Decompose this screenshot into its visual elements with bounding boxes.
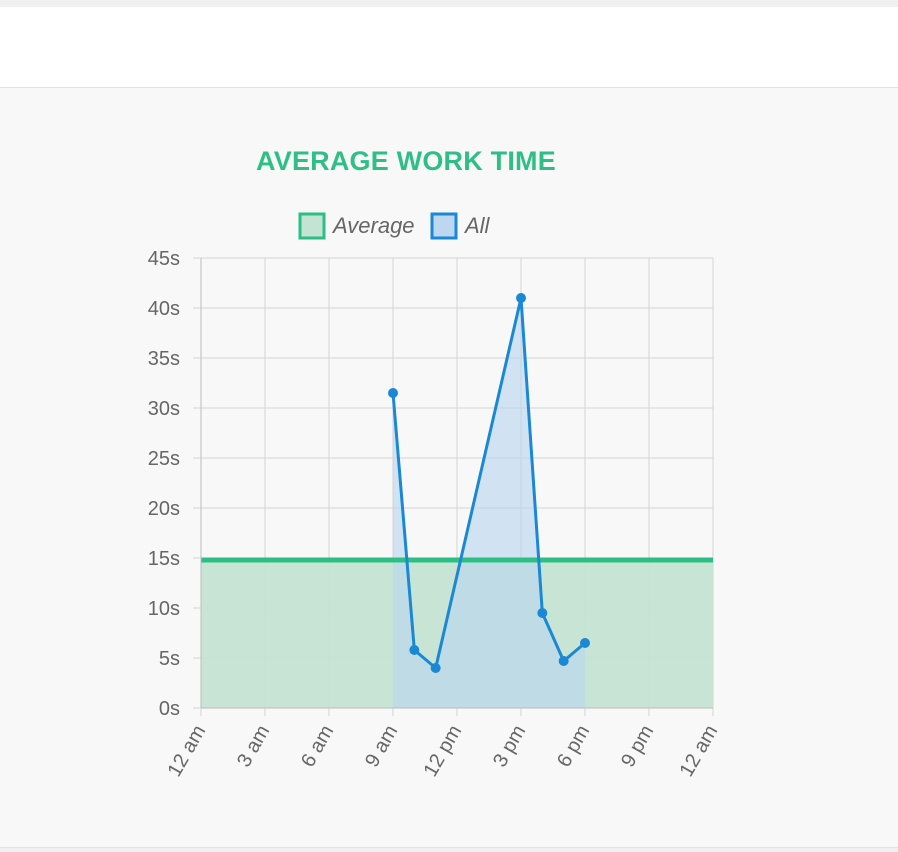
all-data-point <box>388 388 398 398</box>
series-lines <box>201 293 713 673</box>
legend-label-all: All <box>463 213 491 238</box>
x-tick-label: 12 pm <box>419 722 466 781</box>
y-tick-label: 30s <box>148 398 180 420</box>
all-data-point <box>516 293 526 303</box>
x-tick-label: 9 am <box>361 722 402 772</box>
top-bar <box>0 0 898 88</box>
y-tick-label: 10s <box>148 598 180 620</box>
x-tick-label: 3 pm <box>489 722 530 772</box>
series-areas <box>201 298 713 708</box>
y-tick-label: 40s <box>148 298 180 320</box>
y-tick-label: 25s <box>148 448 180 470</box>
chart-title: AVERAGE WORK TIME <box>256 146 556 176</box>
x-tick-label: 3 am <box>233 722 274 772</box>
x-tick-label: 6 am <box>297 722 338 772</box>
all-area <box>393 298 585 708</box>
x-tick-label: 9 pm <box>617 722 658 772</box>
all-data-point <box>430 663 441 673</box>
all-data-point <box>409 645 420 655</box>
y-tick-label: 5s <box>159 648 180 670</box>
all-data-point <box>558 656 569 666</box>
legend-swatch-all <box>430 212 458 240</box>
y-tick-label: 45s <box>148 248 180 270</box>
y-tick-label: 0s <box>159 698 180 720</box>
y-tick-label: 35s <box>148 348 180 370</box>
all-data-point <box>580 638 590 648</box>
x-tick-label: 6 pm <box>553 722 594 772</box>
legend-label-average: Average <box>331 213 415 238</box>
legend-swatch-average <box>298 212 326 240</box>
x-tick-label: 12 am <box>163 722 210 781</box>
legend: Average All <box>298 212 491 240</box>
all-data-point <box>537 608 548 618</box>
y-tick-label: 20s <box>148 498 180 520</box>
y-tick-label: 15s <box>148 548 180 570</box>
x-tick-label: 12 am <box>675 722 722 781</box>
